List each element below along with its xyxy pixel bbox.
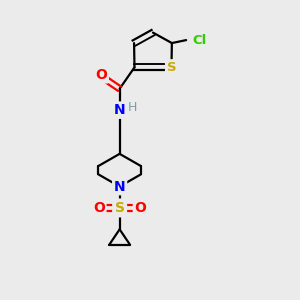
Text: S: S xyxy=(167,61,176,74)
Text: O: O xyxy=(95,68,107,82)
Text: H: H xyxy=(128,101,137,114)
Text: O: O xyxy=(134,201,146,215)
Text: N: N xyxy=(114,179,125,194)
Text: S: S xyxy=(115,201,124,215)
Text: O: O xyxy=(93,201,105,215)
Text: N: N xyxy=(114,103,125,117)
Text: Cl: Cl xyxy=(193,34,207,46)
